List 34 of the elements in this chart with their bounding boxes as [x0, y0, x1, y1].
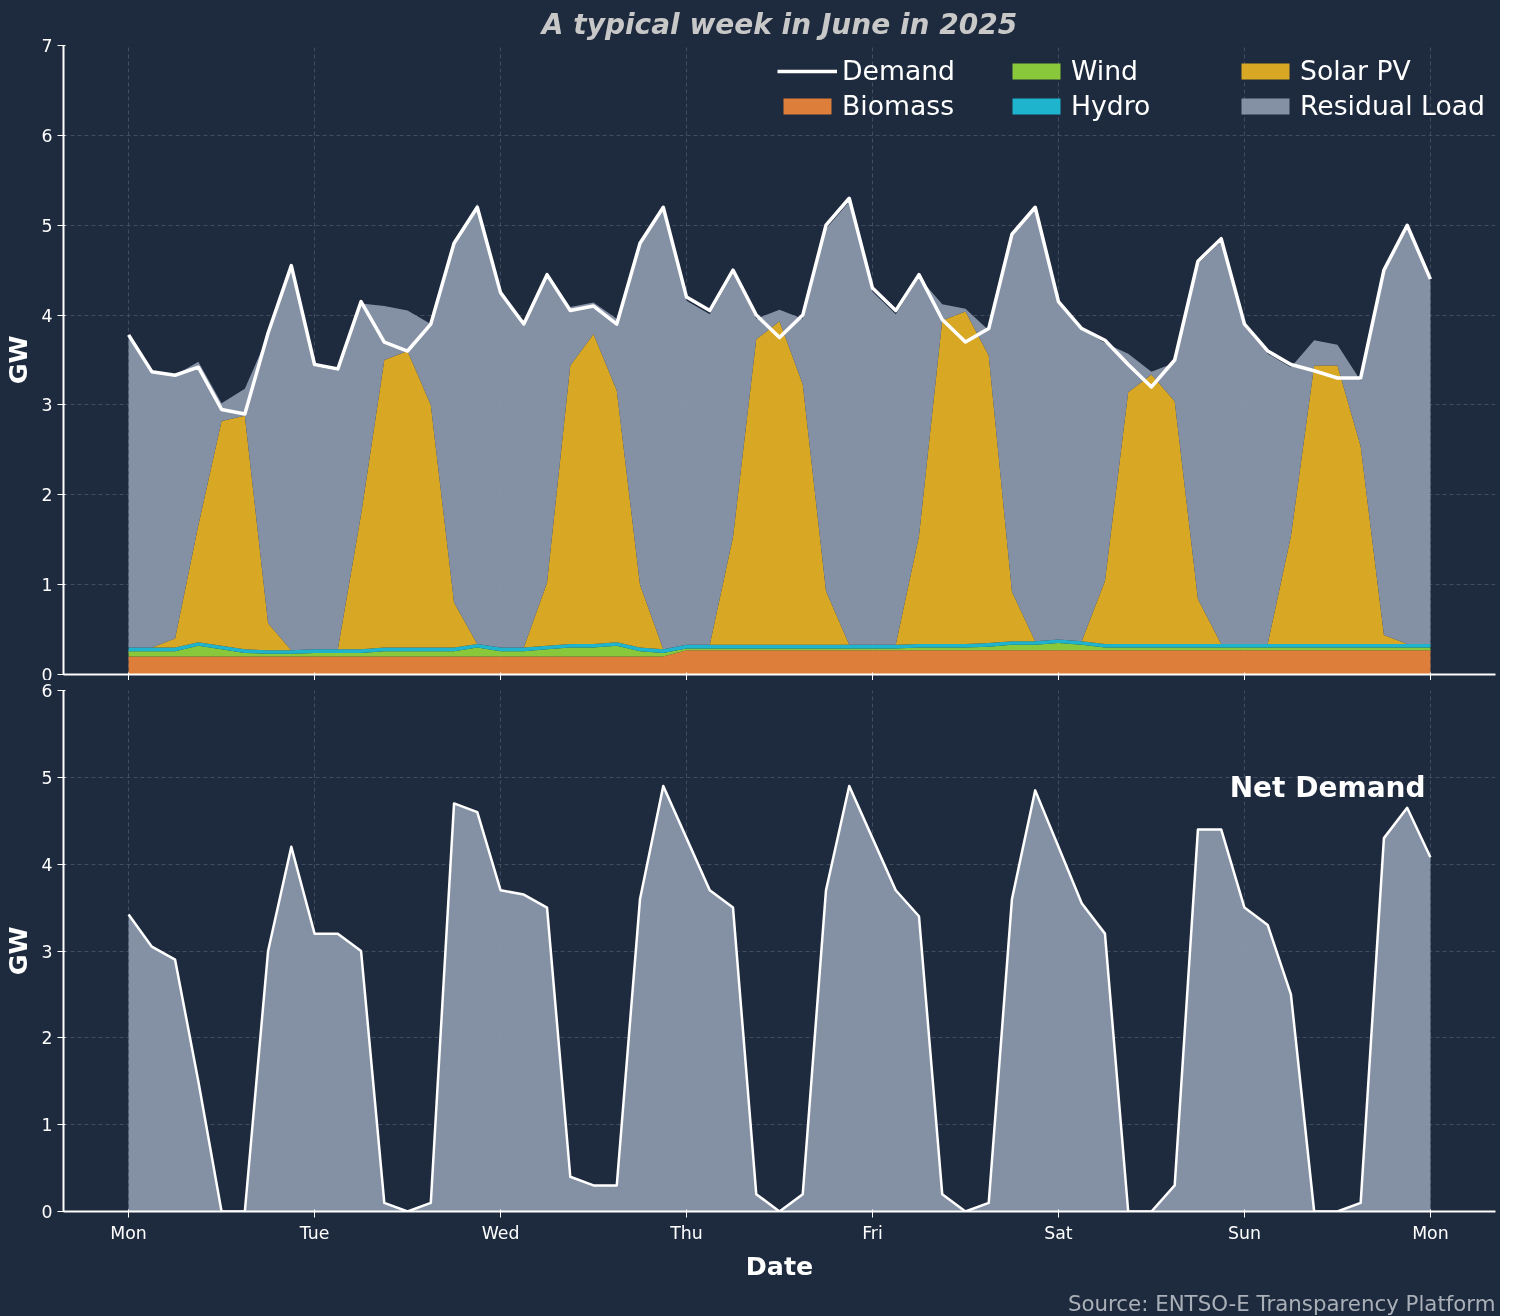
- y-tick-label: 1: [41, 1115, 53, 1136]
- x-tick-label: Mon: [1412, 1222, 1449, 1243]
- y-tick-label: 4: [41, 305, 53, 326]
- y-axis-title: GW: [3, 926, 34, 976]
- x-tick-label: Sun: [1227, 1222, 1261, 1243]
- y-tick-label: 3: [41, 941, 53, 962]
- x-tick-label: Tue: [298, 1222, 330, 1243]
- x-tick-label: Thu: [669, 1222, 703, 1243]
- y-tick-label: 7: [41, 36, 53, 56]
- y-tick-label: 3: [41, 395, 53, 416]
- y-tick-label: 1: [41, 575, 53, 596]
- chart-title: A typical week in June in 2025: [539, 7, 1018, 41]
- x-tick-label: Wed: [481, 1222, 520, 1243]
- line-series: [126, 196, 1433, 416]
- y-tick-label: 4: [41, 854, 53, 875]
- y-tick-label: 5: [41, 215, 53, 236]
- legend-label: Demand: [842, 55, 957, 86]
- legend-label: Residual Load: [1300, 90, 1485, 121]
- x-axis-title: Date: [745, 1250, 814, 1281]
- legend-label: Solar PV: [1300, 55, 1412, 86]
- legend-label: Wind: [1071, 55, 1139, 86]
- y-tick-label: 6: [41, 125, 53, 146]
- y-axis-title: GW: [3, 335, 34, 385]
- x-tick-label: Sat: [1044, 1222, 1073, 1243]
- x-tick-label: Mon: [110, 1222, 147, 1243]
- y-tick-label: 2: [41, 1028, 53, 1049]
- source-note: Source: ENTSO-E Transparency Platform: [1067, 1290, 1496, 1316]
- series-label: Net Demand: [1229, 770, 1426, 804]
- y-tick-label: 0: [41, 1202, 53, 1222]
- y-tick-label: 5: [41, 767, 53, 788]
- y-tick-label: 2: [41, 485, 53, 506]
- legend-label: Biomass: [842, 90, 956, 121]
- legend-label: Hydro: [1071, 90, 1152, 121]
- x-tick-label: Fri: [862, 1222, 883, 1243]
